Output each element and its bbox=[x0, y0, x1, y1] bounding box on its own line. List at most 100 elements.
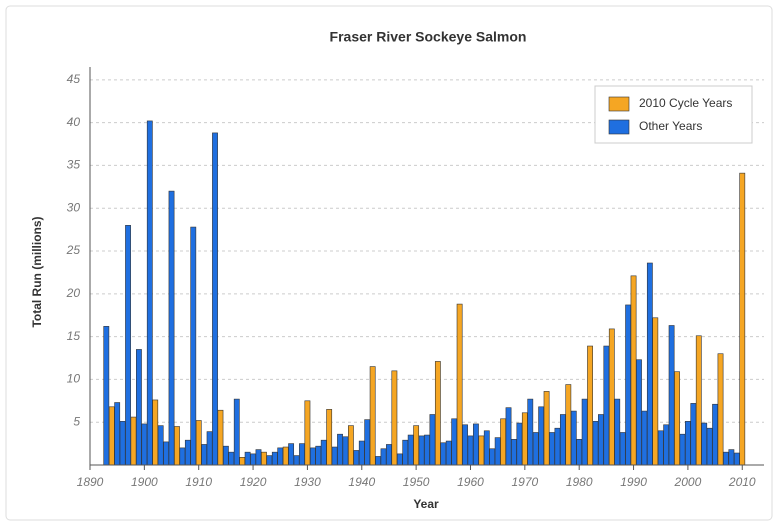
x-tick-label: 1940 bbox=[348, 475, 375, 489]
bar bbox=[538, 406, 545, 466]
y-tick-label: 25 bbox=[66, 243, 81, 257]
legend-box bbox=[594, 85, 753, 144]
bar bbox=[320, 439, 327, 466]
bar bbox=[706, 427, 713, 466]
bar bbox=[244, 451, 251, 466]
bar bbox=[413, 425, 420, 466]
bar bbox=[364, 419, 371, 466]
legend-label: 2010 Cycle Years bbox=[639, 96, 732, 110]
bar bbox=[146, 120, 153, 466]
x-tick-label: 1890 bbox=[77, 475, 104, 489]
y-tick-label: 20 bbox=[66, 286, 81, 300]
bar bbox=[299, 443, 305, 466]
bar bbox=[304, 400, 311, 466]
bar bbox=[723, 451, 729, 466]
bar bbox=[685, 421, 691, 466]
bar bbox=[462, 424, 468, 466]
bar bbox=[451, 418, 458, 466]
bar bbox=[375, 456, 381, 466]
bar bbox=[500, 418, 506, 466]
bar bbox=[418, 435, 425, 466]
x-tick-label: 1980 bbox=[566, 475, 593, 489]
bar bbox=[217, 409, 224, 466]
bar bbox=[206, 431, 213, 466]
bar bbox=[271, 451, 278, 466]
x-axis-label: Year bbox=[413, 497, 439, 511]
bar bbox=[326, 409, 333, 466]
x-tick-label: 2010 bbox=[728, 475, 756, 489]
x-tick-label: 1910 bbox=[185, 475, 212, 489]
bar bbox=[212, 132, 218, 466]
bar bbox=[543, 391, 550, 466]
bar bbox=[261, 451, 267, 466]
x-tick-label: 1950 bbox=[403, 475, 430, 489]
bar bbox=[576, 439, 583, 466]
bar bbox=[570, 410, 577, 466]
bar bbox=[125, 225, 131, 466]
bar bbox=[674, 371, 680, 466]
bar bbox=[679, 433, 686, 466]
bar bbox=[391, 370, 398, 466]
bar bbox=[440, 442, 447, 466]
bar bbox=[163, 441, 169, 466]
bar bbox=[174, 426, 180, 466]
y-tick-label: 45 bbox=[67, 72, 81, 86]
y-axis-label: Total Run (millions) bbox=[30, 216, 44, 327]
bar bbox=[717, 353, 724, 466]
x-tick-label: 1960 bbox=[457, 475, 484, 489]
bar bbox=[695, 335, 702, 466]
bar bbox=[505, 407, 512, 466]
x-tick-label: 1970 bbox=[511, 475, 538, 489]
bar bbox=[239, 456, 246, 466]
bar bbox=[467, 435, 474, 466]
legend-swatch bbox=[608, 119, 630, 135]
bar bbox=[342, 436, 349, 466]
bar bbox=[386, 444, 392, 466]
bar bbox=[445, 440, 452, 466]
bar bbox=[483, 430, 490, 466]
x-tick-label: 2000 bbox=[674, 475, 702, 489]
legend-label: Other Years bbox=[639, 119, 702, 133]
bar bbox=[315, 445, 322, 466]
bar bbox=[348, 425, 354, 466]
bar bbox=[277, 447, 284, 466]
bar bbox=[380, 448, 387, 466]
bar bbox=[739, 172, 746, 466]
bar bbox=[581, 398, 588, 466]
bar bbox=[625, 304, 632, 466]
bar bbox=[630, 275, 637, 466]
bar bbox=[190, 226, 197, 466]
bar bbox=[598, 414, 604, 466]
bar bbox=[103, 326, 110, 466]
bar bbox=[282, 446, 289, 466]
bar bbox=[494, 437, 501, 466]
bar bbox=[152, 399, 159, 466]
bar bbox=[130, 416, 137, 466]
bar bbox=[309, 447, 316, 466]
bar bbox=[233, 398, 240, 466]
bar bbox=[136, 349, 142, 466]
bar bbox=[511, 439, 517, 466]
bar bbox=[473, 423, 479, 466]
bar bbox=[478, 435, 485, 466]
bar bbox=[733, 452, 740, 466]
bar bbox=[532, 432, 539, 466]
bar bbox=[141, 423, 148, 466]
bar bbox=[549, 432, 555, 466]
x-tick-label: 1930 bbox=[294, 475, 321, 489]
bar bbox=[195, 420, 202, 466]
bar bbox=[168, 190, 175, 466]
bar bbox=[608, 328, 615, 466]
bar bbox=[521, 412, 528, 466]
bar bbox=[353, 450, 360, 466]
bar bbox=[396, 453, 403, 466]
bar bbox=[402, 439, 409, 466]
bar bbox=[646, 262, 653, 466]
bar bbox=[288, 443, 295, 466]
bar bbox=[119, 421, 126, 466]
legend-swatch bbox=[608, 96, 630, 112]
bar bbox=[331, 446, 338, 466]
bar bbox=[228, 451, 235, 466]
chart-title: Fraser River Sockeye Salmon bbox=[330, 29, 527, 45]
bar bbox=[222, 445, 229, 466]
